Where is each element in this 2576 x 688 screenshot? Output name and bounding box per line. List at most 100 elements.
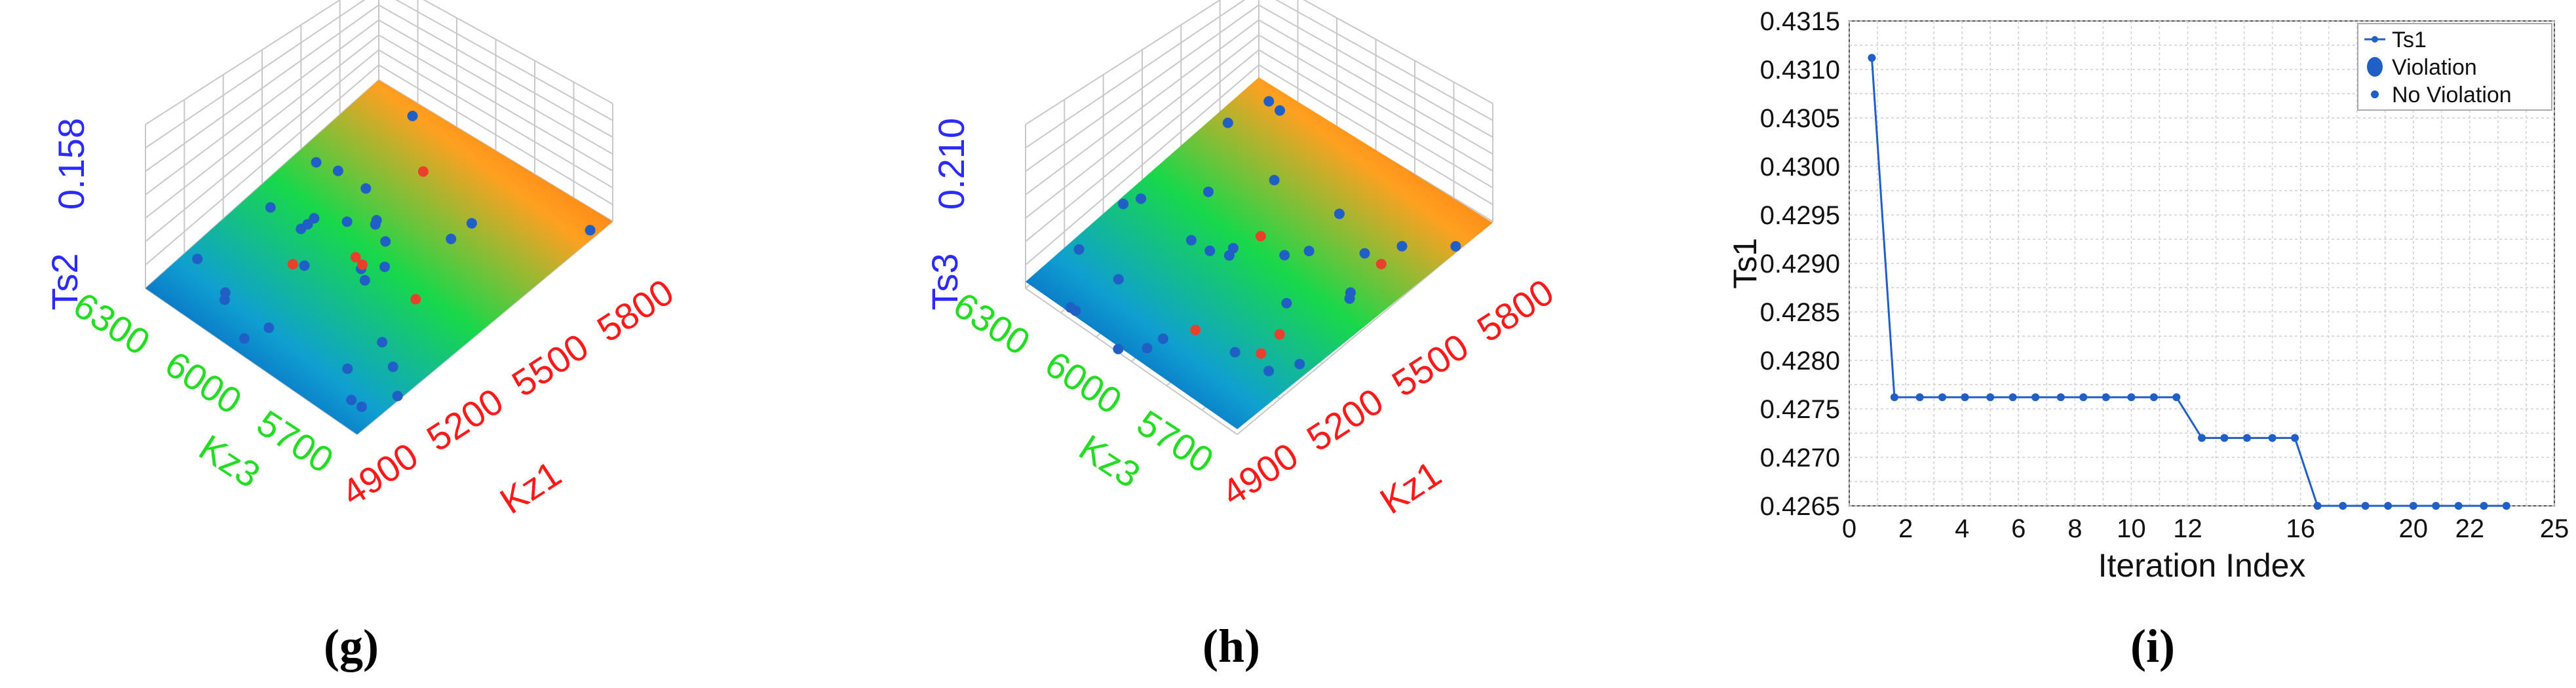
y-tick-label-i: 0.4310 (1760, 56, 1840, 85)
point-no-violation (342, 363, 353, 374)
point-no-violation (360, 183, 372, 194)
data-point-ts1 (2031, 393, 2040, 402)
x-tick-label-g: 5500 (505, 326, 596, 405)
data-point-ts1 (2127, 393, 2136, 402)
legend-label-no-violation: No Violation (2392, 83, 2512, 107)
data-point-ts1 (2242, 434, 2251, 442)
point-no-violation (1263, 96, 1275, 107)
point-no-violation (1344, 293, 1355, 304)
x-tick-label-i: 0 (1842, 514, 1856, 543)
series-line-ts1 (1870, 58, 2507, 507)
point-no-violation (380, 236, 391, 247)
x-tick-label-i: 8 (2067, 514, 2082, 543)
data-point-ts1 (2198, 434, 2206, 442)
point-violation (1190, 324, 1201, 335)
point-no-violation (446, 233, 457, 244)
data-point-ts1 (2339, 502, 2347, 510)
panel-label-g: (g) (324, 620, 379, 672)
data-point-ts1 (1915, 393, 1924, 402)
point-no-violation (332, 165, 343, 176)
point-violation (1274, 329, 1285, 340)
data-point-ts1 (1986, 393, 1995, 402)
grid-lines-i (1849, 20, 2555, 506)
y-axis-label-i: Ts1 (1727, 238, 1763, 289)
point-no-violation (1223, 250, 1235, 261)
point-no-violation (1229, 347, 1240, 358)
z-tick-label-h: 0.210 (931, 118, 972, 210)
point-no-violation (1359, 248, 1370, 259)
data-point-ts1 (2432, 502, 2440, 510)
point-no-violation (1275, 105, 1285, 116)
data-point-ts1 (2079, 393, 2088, 402)
point-violation (1256, 348, 1267, 359)
x-tick-label-i: 12 (2173, 514, 2202, 543)
point-no-violation (1279, 250, 1290, 261)
data-point-ts1 (2384, 502, 2393, 510)
point-no-violation (1142, 343, 1153, 354)
x-tick-label-g: 5200 (419, 380, 510, 459)
legend-marker-no-violation (2371, 90, 2379, 98)
x-axis-label-i: Iteration Index (2098, 547, 2306, 584)
data-point-ts1 (2172, 393, 2181, 402)
point-no-violation (359, 275, 370, 286)
point-no-violation (302, 219, 313, 230)
x-tick-label-h: 4900 (1214, 434, 1305, 514)
point-no-violation (239, 333, 250, 344)
line-chart-i: 0 2 4 6 8 10 12 16 20 22 25 0.4265 0.4270 0.4275 0.428… (1727, 7, 2569, 672)
y-tick-label-i: 0.4300 (1760, 153, 1840, 182)
legend-marker-ts1 (2372, 36, 2378, 43)
x-tick-label-h: 5800 (1470, 271, 1561, 350)
x-tick-label-g: 5800 (590, 271, 681, 350)
point-violation (356, 259, 368, 270)
series-ts1 (1868, 54, 2510, 510)
point-no-violation (265, 202, 276, 213)
surface-g (145, 80, 613, 434)
y-tick-label-i: 0.4285 (1760, 298, 1840, 327)
x-axis-label-g: Kz1 (493, 453, 568, 522)
z-axis-label-h: Ts3 (924, 253, 965, 310)
point-no-violation (1118, 199, 1129, 210)
data-point-ts1 (2009, 393, 2017, 402)
point-no-violation (1281, 297, 1292, 309)
data-point-ts1 (2102, 393, 2110, 402)
panel-label-i: (i) (2130, 620, 2175, 672)
point-no-violation (1263, 366, 1275, 377)
point-no-violation (1294, 358, 1305, 370)
data-point-ts1 (2502, 502, 2510, 510)
data-point-ts1 (1890, 393, 1898, 402)
data-point-ts1 (2056, 393, 2065, 402)
point-violation (1255, 231, 1266, 242)
point-no-violation (1303, 246, 1315, 257)
y-tick-label-i: 0.4265 (1760, 492, 1840, 521)
y-tick-label-i: 0.4290 (1760, 250, 1840, 278)
data-point-ts1 (2291, 434, 2299, 442)
point-no-violation (1222, 117, 1233, 128)
y-tick-label-g: 6000 (158, 343, 249, 422)
point-no-violation (1396, 240, 1408, 252)
point-no-violation (585, 225, 596, 236)
point-violation (417, 166, 429, 177)
point-no-violation (379, 261, 391, 273)
point-violation (1375, 259, 1387, 269)
point-no-violation (1203, 186, 1214, 197)
y-tick-label-i: 0.4270 (1760, 444, 1840, 472)
x-tick-label-i: 4 (1955, 514, 1969, 543)
data-point-ts1 (1961, 393, 1969, 402)
x-tick-label-g: 4900 (334, 434, 425, 514)
x-tick-label-i: 2 (1898, 514, 1913, 543)
x-tick-label-i: 6 (2011, 514, 2026, 543)
data-point-ts1 (1938, 393, 1946, 402)
point-no-violation (220, 287, 231, 298)
data-point-ts1 (2149, 393, 2158, 402)
point-no-violation (192, 254, 203, 265)
x-axis-label-h: Kz1 (1373, 453, 1448, 522)
point-no-violation (1204, 245, 1216, 256)
point-no-violation (1450, 240, 1461, 252)
point-no-violation (346, 394, 357, 406)
data-point-ts1 (2220, 434, 2229, 442)
x-tick-label-i: 20 (2399, 514, 2429, 543)
legend-marker-violation (2367, 57, 2383, 77)
